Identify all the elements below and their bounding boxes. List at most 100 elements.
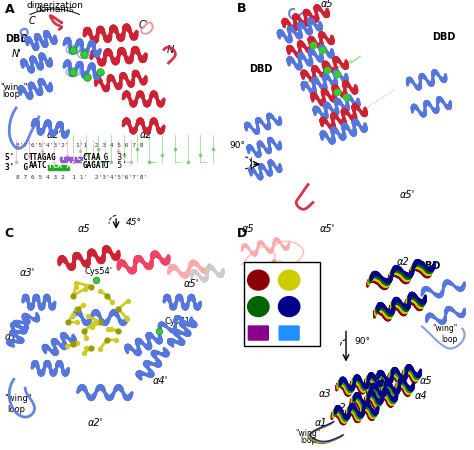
Point — [333, 89, 340, 96]
Point — [171, 145, 179, 152]
Point — [73, 279, 80, 286]
Text: 90°: 90° — [355, 337, 371, 346]
Point — [96, 346, 103, 353]
Point — [72, 283, 80, 290]
Point — [84, 313, 92, 320]
Text: α4: α4 — [415, 391, 428, 401]
Point — [80, 302, 87, 309]
Point — [197, 152, 204, 159]
FancyBboxPatch shape — [247, 325, 269, 341]
Point — [76, 147, 83, 154]
Point — [82, 345, 90, 352]
Point — [109, 299, 116, 306]
Text: α5: α5 — [321, 0, 333, 9]
Point — [69, 68, 77, 76]
Text: Cys54': Cys54' — [84, 266, 112, 275]
Text: C  5': C 5' — [99, 161, 127, 170]
Text: N: N — [166, 45, 173, 55]
Bar — [67, 157, 82, 162]
Text: α2': α2' — [88, 418, 103, 428]
Text: α2: α2 — [333, 403, 346, 413]
Point — [97, 68, 104, 76]
Point — [115, 327, 122, 334]
Point — [124, 297, 131, 305]
Text: DBD: DBD — [249, 64, 272, 74]
Point — [92, 276, 100, 284]
Point — [127, 158, 135, 166]
Point — [82, 285, 89, 292]
Point — [87, 283, 95, 290]
Point — [80, 349, 88, 356]
Text: N': N' — [11, 50, 21, 59]
Text: "wing": "wing" — [0, 83, 27, 92]
Text: domains: domains — [36, 5, 74, 14]
Text: GAGATT: GAGATT — [82, 161, 110, 170]
Point — [103, 292, 111, 299]
Text: "wing": "wing" — [5, 394, 32, 403]
Bar — [48, 165, 69, 170]
Point — [104, 325, 111, 332]
Text: CTAA: CTAA — [82, 153, 101, 162]
Point — [112, 337, 119, 344]
Text: loop: loop — [7, 405, 25, 414]
Point — [115, 305, 122, 312]
Point — [133, 145, 140, 152]
Text: α2: α2 — [139, 130, 152, 140]
Point — [108, 158, 115, 166]
Text: α3: α3 — [319, 389, 332, 399]
Text: α2': α2' — [246, 305, 262, 315]
Point — [103, 336, 111, 343]
Point — [69, 292, 77, 299]
Text: α1: α1 — [314, 418, 327, 428]
Circle shape — [278, 270, 300, 290]
Point — [73, 305, 80, 312]
Point — [83, 73, 91, 80]
Text: DBD: DBD — [418, 261, 441, 271]
Point — [101, 153, 109, 160]
Text: B: B — [237, 2, 246, 15]
Text: α3': α3' — [20, 268, 35, 278]
Point — [210, 145, 217, 152]
Text: α1': α1' — [5, 332, 20, 342]
Circle shape — [278, 297, 300, 316]
Text: 3'  G: 3' G — [5, 163, 28, 172]
Point — [123, 315, 131, 323]
Text: 8'7'6'5'4'3'2'  1'1  2 3 4 5 6 7 8: 8'7'6'5'4'3'2' 1'1 2 3 4 5 6 7 8 — [16, 144, 144, 149]
Point — [323, 66, 331, 73]
Text: G  3': G 3' — [99, 153, 127, 162]
FancyBboxPatch shape — [279, 325, 300, 341]
Text: α5: α5 — [242, 224, 255, 234]
Text: C: C — [28, 16, 36, 26]
Text: C': C' — [139, 20, 148, 30]
Text: D: D — [237, 227, 247, 240]
Text: α5: α5 — [78, 224, 91, 234]
Point — [155, 327, 163, 334]
Text: 5'  C: 5' C — [5, 153, 28, 162]
Bar — [244, 262, 320, 346]
Text: α5': α5' — [400, 190, 415, 200]
Text: dimerization: dimerization — [27, 1, 83, 10]
Point — [92, 317, 100, 324]
Text: α2': α2' — [47, 130, 63, 140]
Point — [333, 71, 340, 78]
Point — [64, 343, 71, 350]
Text: AATC: AATC — [28, 161, 47, 170]
Point — [309, 41, 317, 49]
Text: α5: α5 — [419, 376, 432, 386]
Point — [107, 325, 115, 333]
Point — [81, 327, 88, 334]
Point — [184, 158, 191, 166]
Text: loop: loop — [300, 436, 316, 446]
Point — [25, 153, 33, 160]
Point — [69, 158, 77, 166]
Point — [89, 158, 96, 166]
Text: 90°: 90° — [229, 141, 245, 150]
Text: TTAGAG: TTAGAG — [28, 153, 56, 162]
Point — [83, 283, 91, 290]
Text: Cys71': Cys71' — [164, 317, 192, 326]
Point — [114, 147, 122, 154]
Point — [82, 334, 90, 342]
Point — [319, 46, 326, 53]
Point — [74, 305, 82, 312]
Point — [69, 46, 77, 53]
